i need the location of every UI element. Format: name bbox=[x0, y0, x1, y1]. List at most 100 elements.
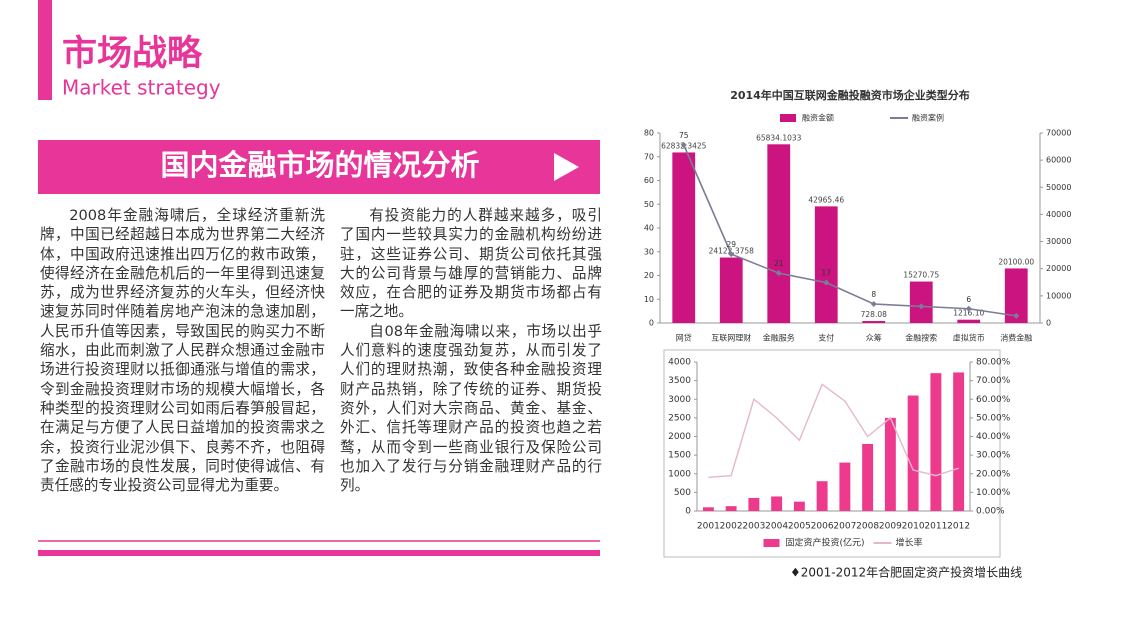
x-tick-label: 2008 bbox=[856, 522, 879, 532]
x-tick-label: 虚拟货币 bbox=[953, 333, 985, 343]
tick-label: 3500 bbox=[668, 376, 691, 386]
bar bbox=[1004, 268, 1028, 323]
tick-label: 0.00% bbox=[976, 507, 1005, 517]
x-tick-label: 金融服务 bbox=[763, 333, 795, 343]
tick-label: 40.00% bbox=[976, 432, 1011, 442]
data-label: 42965.46 bbox=[808, 195, 844, 204]
tick-label: 2000 bbox=[668, 432, 691, 442]
tick-label: 0 bbox=[649, 319, 654, 328]
x-tick-label: 2005 bbox=[788, 522, 811, 532]
chart-caption: ♦2001-2012年合肥固定资产投资增长曲线 bbox=[790, 565, 1022, 580]
x-tick-label: 2011 bbox=[924, 522, 947, 532]
tick-label: 10.00% bbox=[976, 488, 1011, 498]
x-tick-label: 互联网理财 bbox=[711, 333, 751, 343]
data-label: 17 bbox=[821, 269, 831, 278]
data-label: 65834.1033 bbox=[756, 133, 802, 142]
bar bbox=[748, 497, 760, 511]
tick-label: 50 bbox=[644, 200, 654, 209]
marker bbox=[965, 305, 972, 312]
tick-label: 4000 bbox=[668, 358, 691, 368]
tick-label: 80.00% bbox=[976, 358, 1011, 368]
tick-label: 20000 bbox=[1046, 264, 1071, 273]
x-tick-label: 2007 bbox=[833, 522, 856, 532]
divider-thick bbox=[38, 550, 600, 556]
banner-arrow bbox=[554, 153, 579, 181]
paragraph: 自08年金融海啸以来，市场以出乎人们意料的速度强劲复苏，从而引发了人们的理财热潮… bbox=[340, 322, 602, 495]
marker bbox=[918, 303, 925, 310]
bar bbox=[930, 373, 942, 511]
legend-label: 融资金额 bbox=[802, 113, 834, 123]
line bbox=[683, 144, 1017, 317]
data-label: 1216.10 bbox=[953, 309, 984, 318]
chart-frame bbox=[663, 349, 1001, 558]
tick-label: 80 bbox=[644, 129, 654, 138]
bar bbox=[702, 507, 714, 511]
data-label: 15270.75 bbox=[903, 271, 939, 280]
bar bbox=[909, 281, 933, 323]
tick-label: 500 bbox=[674, 488, 691, 498]
marker bbox=[775, 270, 782, 277]
bar bbox=[725, 506, 737, 511]
x-tick-label: 2003 bbox=[742, 522, 765, 532]
tick-label: 60 bbox=[644, 176, 654, 185]
bar bbox=[884, 417, 896, 511]
tick-label: 2500 bbox=[668, 413, 691, 423]
bar bbox=[771, 496, 783, 511]
tick-label: 20.00% bbox=[976, 469, 1011, 479]
text-column: 2008年金融海啸后，全球经济重新洗牌，中国已经超越日本成为世界第二大经济体，中… bbox=[40, 206, 325, 495]
x-tick-label: 2006 bbox=[811, 522, 834, 532]
paragraph: 有投资能力的人群越来越多，吸引了国内一些较具实力的金融机构纷纷进驻，这些证券公司… bbox=[340, 207, 602, 321]
tick-label: 70 bbox=[644, 152, 654, 161]
bar bbox=[957, 319, 981, 323]
page-title: 市场战略 bbox=[62, 34, 203, 74]
bar bbox=[816, 481, 828, 511]
bar bbox=[907, 395, 919, 511]
tick-label: 0 bbox=[1046, 319, 1051, 328]
chart-title: 2014年中国互联网金融投融资市场企业类型分布 bbox=[730, 88, 970, 102]
marker bbox=[728, 251, 735, 258]
tick-label: 30.00% bbox=[976, 451, 1011, 461]
paragraph: 2008年金融海啸后，全球经济重新洗牌，中国已经超越日本成为世界第二大经济体，中… bbox=[40, 207, 325, 495]
data-label: 728.08 bbox=[861, 310, 887, 319]
marker bbox=[1013, 312, 1020, 319]
banner bbox=[38, 140, 600, 194]
data-label: 75 bbox=[679, 131, 689, 140]
bar bbox=[953, 372, 965, 511]
bar bbox=[719, 257, 743, 323]
bar bbox=[793, 501, 805, 511]
tick-label: 70000 bbox=[1046, 129, 1071, 138]
tick-label: 60.00% bbox=[976, 395, 1011, 405]
tick-label: 40 bbox=[644, 224, 654, 233]
x-tick-label: 众筹 bbox=[866, 333, 882, 343]
marker bbox=[870, 301, 877, 307]
tick-label: 70.00% bbox=[976, 376, 1011, 386]
tick-label: 60000 bbox=[1046, 156, 1071, 165]
line bbox=[708, 383, 959, 479]
data-label: 21 bbox=[774, 259, 784, 268]
legend-label: 增长率 bbox=[896, 537, 923, 549]
x-tick-label: 金融搜索 bbox=[905, 333, 937, 343]
tick-label: 1500 bbox=[668, 451, 691, 461]
x-tick-label: 2004 bbox=[765, 522, 788, 532]
x-tick-label: 2010 bbox=[902, 522, 925, 532]
tick-label: 50.00% bbox=[976, 413, 1011, 423]
bar bbox=[767, 144, 791, 323]
x-tick-label: 2002 bbox=[720, 522, 743, 532]
legend-swatch bbox=[763, 539, 780, 547]
marker bbox=[680, 141, 687, 148]
data-label: 24122.3758 bbox=[709, 247, 755, 256]
tick-label: 1000 bbox=[668, 469, 691, 479]
accent-bar bbox=[38, 0, 52, 100]
legend-swatch bbox=[780, 114, 796, 122]
x-tick-label: 支付 bbox=[818, 333, 834, 343]
legend-label: 固定资产投资(亿元) bbox=[786, 537, 865, 549]
tick-label: 50000 bbox=[1046, 183, 1071, 192]
text-column: 有投资能力的人群越来越多，吸引了国内一些较具实力的金融机构纷纷进驻，这些证券公司… bbox=[340, 206, 602, 495]
data-label: 8 bbox=[871, 290, 876, 299]
marker bbox=[823, 279, 830, 286]
tick-label: 10000 bbox=[1046, 291, 1071, 300]
tick-label: 30 bbox=[644, 247, 654, 256]
data-label: 29 bbox=[726, 240, 736, 249]
page-subtitle: Market strategy bbox=[62, 76, 221, 100]
